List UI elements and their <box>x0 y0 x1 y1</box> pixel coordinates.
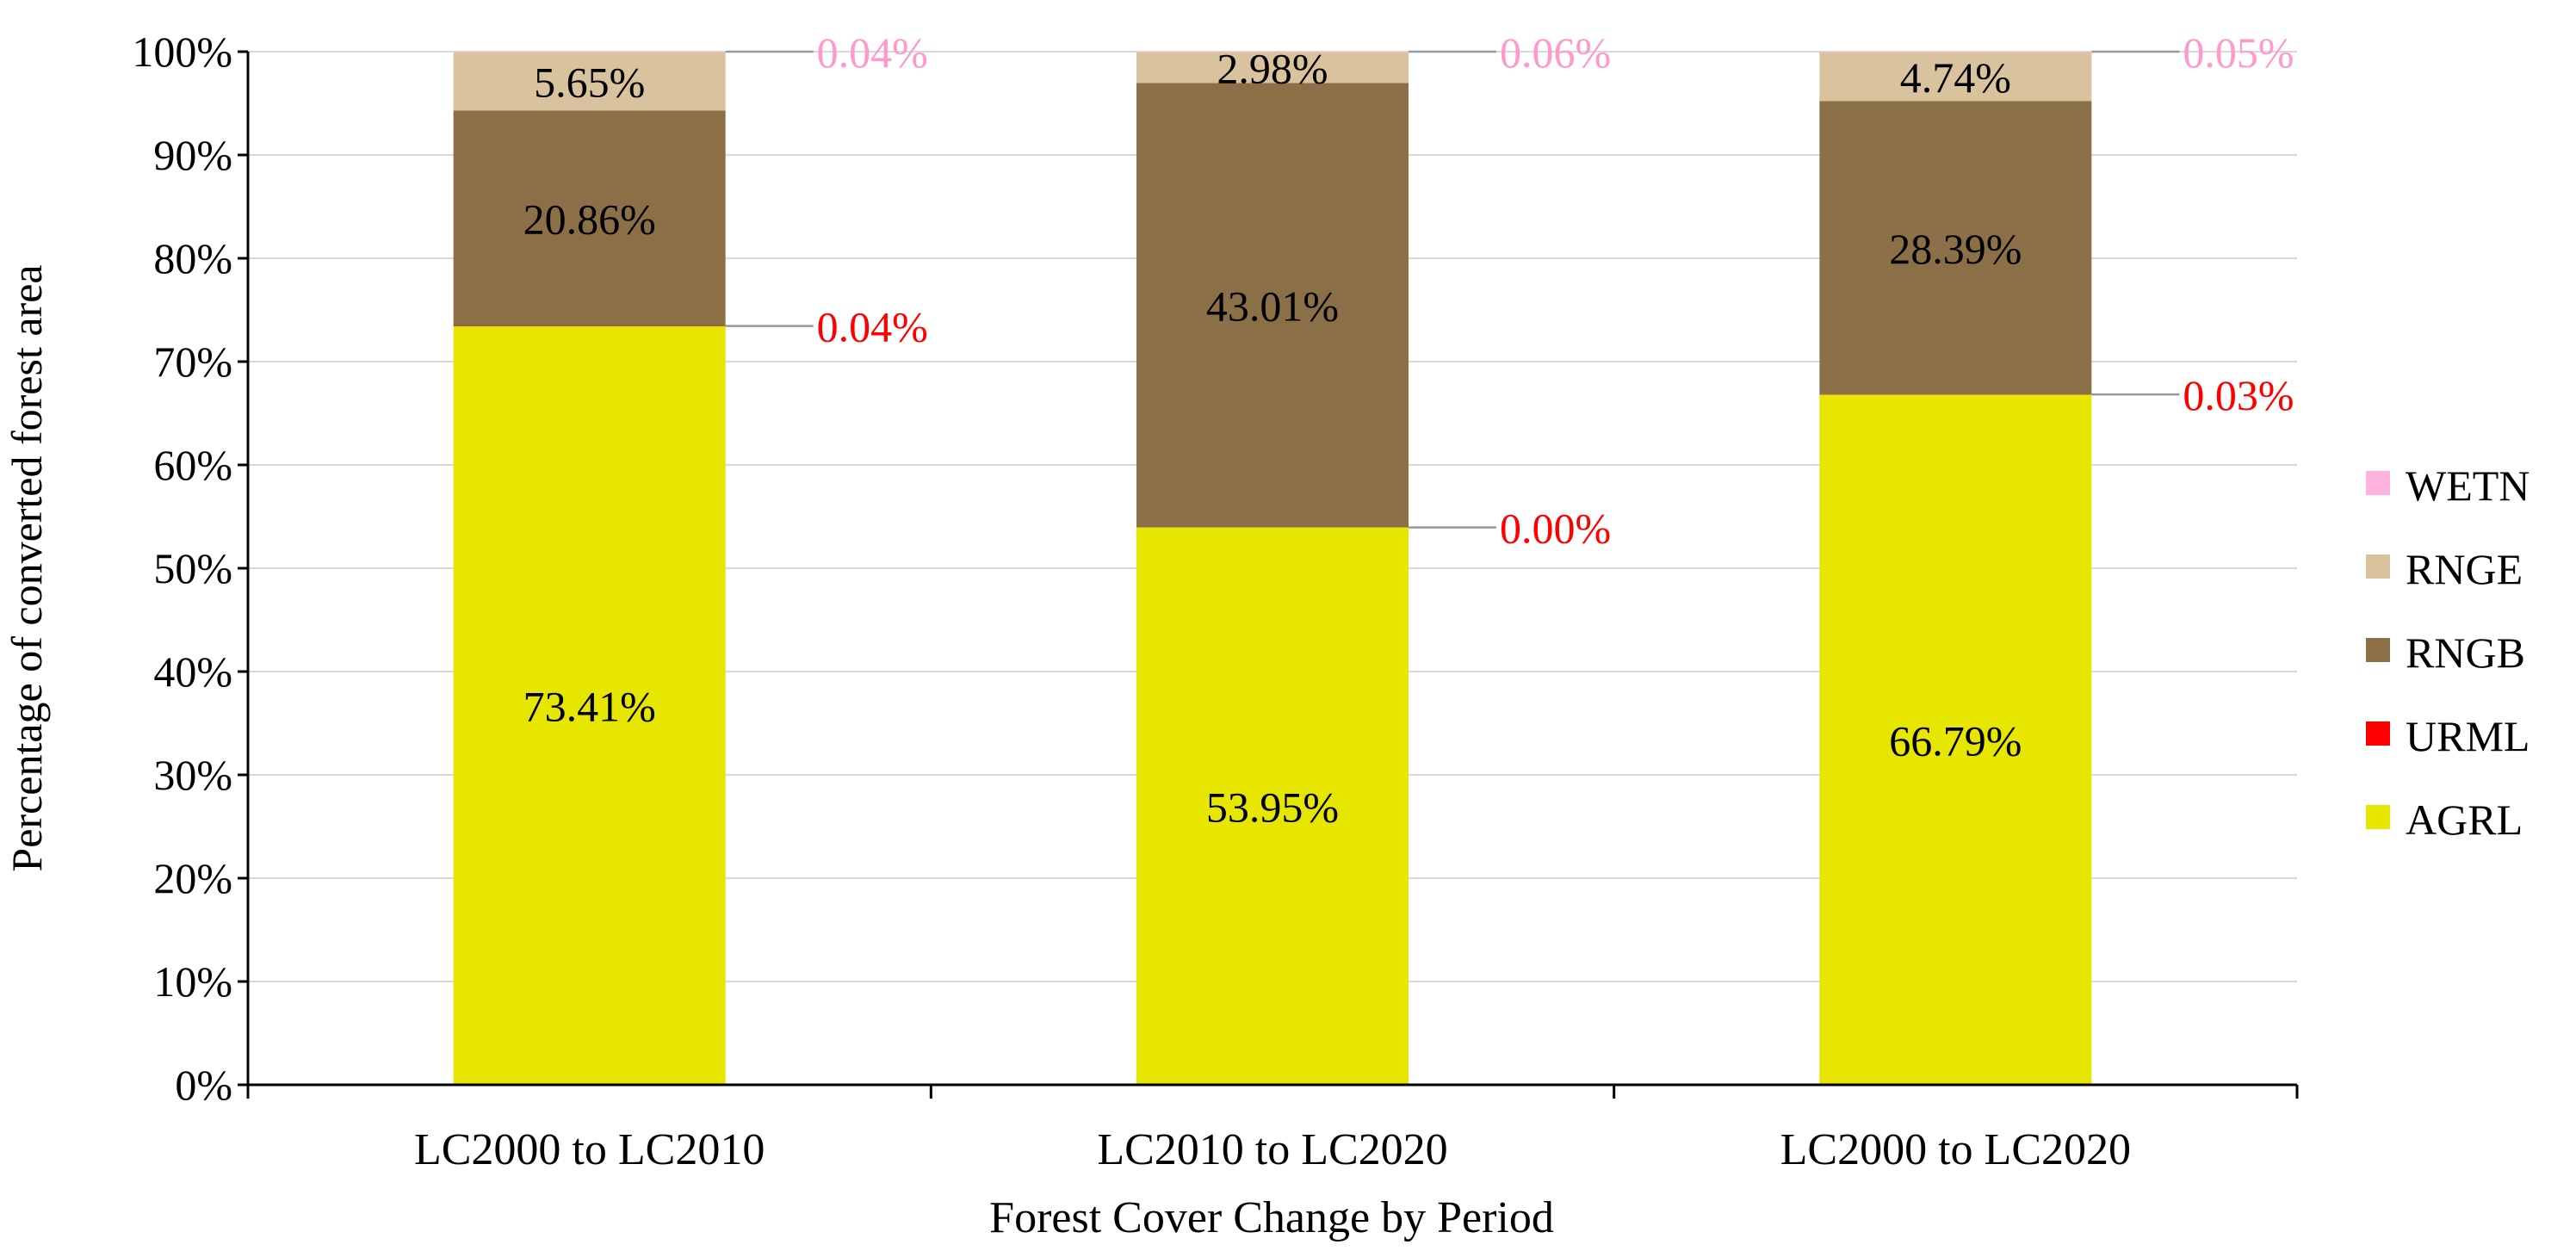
legend-label-urml: URML <box>2406 712 2530 760</box>
legend-swatch-agrl <box>2366 805 2390 829</box>
data-label-agrl: 66.79% <box>1889 716 2022 765</box>
y-tick-label: 30% <box>153 751 232 799</box>
x-tick-label: LC2000 to LC2020 <box>1780 1125 2131 1174</box>
bar-segment-rnge <box>453 52 726 111</box>
data-label-rnge: 4.74% <box>1900 53 2011 102</box>
x-tick-label: LC2000 to LC2010 <box>414 1125 765 1174</box>
y-axis-title: Percentage of converted forest area <box>3 264 51 871</box>
legend-label-wetn: WETN <box>2406 461 2530 510</box>
axes <box>238 50 2299 1099</box>
data-label-urml: 0.03% <box>2183 371 2294 419</box>
data-label-rngb: 43.01% <box>1206 282 1339 331</box>
bar-segment-rnge <box>1136 52 1409 84</box>
data-label-urml: 0.04% <box>817 303 928 351</box>
bars <box>453 52 2092 1086</box>
tick-labels: 0% 10% 20% 30% 40% 50% 60% 70% 80% 90% 100% LC2000 … <box>132 28 2131 1174</box>
bar-segment-agrl <box>1136 527 1409 1085</box>
y-tick-label: 100% <box>132 28 232 76</box>
data-labels: 73.41% 0.04% 20.86% 5.65% 0.04% 53.95% 0.00% 43… <box>523 28 2294 831</box>
data-label-wetn: 0.04% <box>817 28 928 77</box>
data-label-rnge: 2.98% <box>1217 45 1328 93</box>
legend-swatch-rngb <box>2366 638 2390 662</box>
y-tick-label: 0% <box>175 1061 232 1109</box>
bar-segment-agrl <box>1819 394 2092 1085</box>
data-label-rngb: 20.86% <box>523 195 656 243</box>
data-label-wetn: 0.06% <box>1500 28 1611 77</box>
legend: WETN RNGE RNGB URML AGRL <box>2366 461 2530 844</box>
y-tick-label: 10% <box>153 957 232 1006</box>
data-label-rnge: 5.65% <box>534 58 645 106</box>
y-tick-label: 90% <box>153 131 232 179</box>
bar-segment-wetn <box>1819 52 2092 53</box>
y-tick-label: 60% <box>153 441 232 489</box>
bar-segment-rngb <box>1136 83 1409 528</box>
legend-swatch-urml <box>2366 721 2390 746</box>
x-tick-label: LC2010 to LC2020 <box>1097 1125 1447 1174</box>
legend-label-rnge: RNGE <box>2406 545 2523 593</box>
y-tick-label: 20% <box>153 854 232 902</box>
data-label-agrl: 73.41% <box>523 683 656 731</box>
x-axis-title: Forest Cover Change by Period <box>989 1193 1554 1242</box>
data-label-agrl: 53.95% <box>1206 783 1339 831</box>
bar-segment-rnge <box>1819 52 2092 102</box>
legend-label-agrl: AGRL <box>2406 796 2523 844</box>
legend-label-rngb: RNGB <box>2406 628 2525 677</box>
legend-swatch-wetn <box>2366 471 2390 495</box>
bar-segment-agrl <box>453 326 726 1086</box>
y-tick-label: 50% <box>153 544 232 592</box>
data-label-wetn: 0.05% <box>2183 28 2294 77</box>
bar-segment-rngb <box>1819 101 2092 395</box>
data-label-urml: 0.00% <box>1500 505 1611 553</box>
legend-swatch-rnge <box>2366 554 2390 579</box>
bar-segment-rngb <box>453 110 726 326</box>
data-label-rngb: 28.39% <box>1889 225 2022 273</box>
bar-segment-wetn <box>1136 52 1409 53</box>
y-tick-label: 40% <box>153 647 232 696</box>
y-tick-label: 80% <box>153 234 232 282</box>
y-tick-label: 70% <box>153 337 232 386</box>
